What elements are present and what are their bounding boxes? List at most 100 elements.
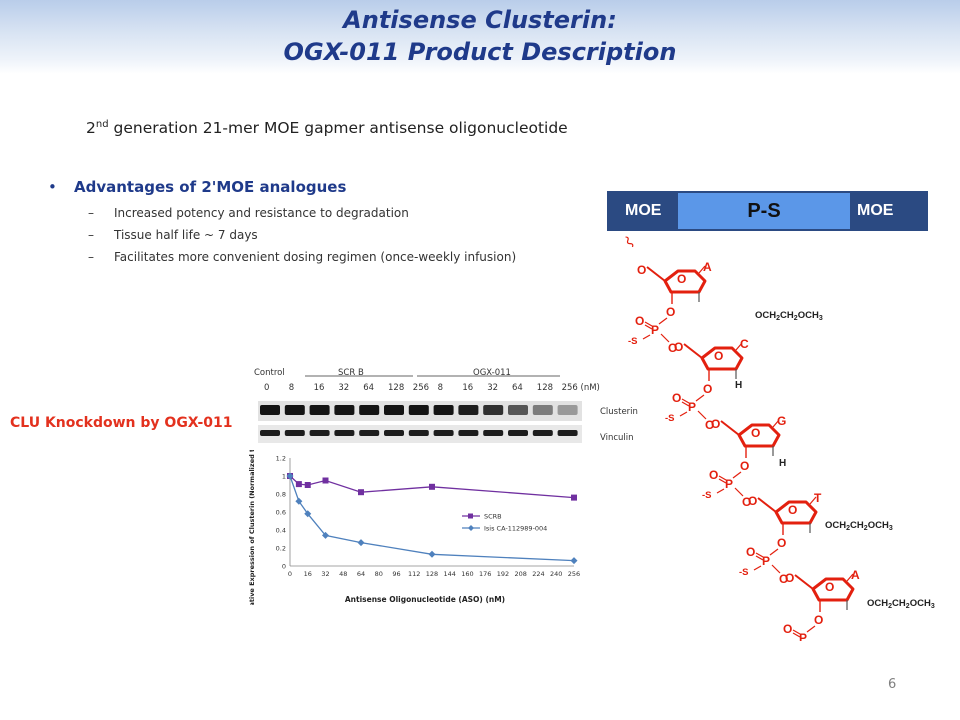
chart-x-tick-label: 224 xyxy=(532,570,544,578)
page-number: 6 xyxy=(888,677,897,692)
data-point xyxy=(286,472,294,480)
advantage-text: Increased potency and resistance to degr… xyxy=(114,206,409,220)
phosphorus-atom: P xyxy=(651,323,659,337)
chart-y-tick-label: 0.2 xyxy=(276,545,286,553)
clusterin-band xyxy=(260,405,280,415)
chart-x-tick-label: 240 xyxy=(550,570,562,578)
sugar-substituent: OCH2CH2OCH3 xyxy=(825,520,893,532)
data-point xyxy=(358,489,364,496)
blot-dose-label: 128 xyxy=(388,383,404,393)
nucleotide-unit: OOG xyxy=(711,414,786,458)
blot-dose-label: 256 xyxy=(413,383,429,393)
thiolate-group: -S xyxy=(665,413,675,424)
data-point xyxy=(295,481,302,488)
vinculin-band xyxy=(557,430,578,436)
clusterin-band xyxy=(334,405,355,415)
clusterin-band xyxy=(433,405,454,415)
advantage-text: Tissue half life ~ 7 days xyxy=(114,228,258,242)
subtitle-number: 2 xyxy=(86,119,96,138)
subtitle-superscript: nd xyxy=(95,119,109,130)
oxygen-atom: O xyxy=(783,622,792,636)
clusterin-band xyxy=(458,405,479,415)
chart-y-tick-label: 0.4 xyxy=(276,527,286,535)
ring-oxygen-atom: O xyxy=(788,503,797,517)
clusterin-band xyxy=(284,405,305,415)
sugar-ring xyxy=(737,423,781,448)
clusterin-band xyxy=(408,405,429,415)
page-title: Antisense Clusterin: OGX-011 Product Des… xyxy=(0,4,960,68)
legend-label: SCRB xyxy=(484,513,502,521)
advantage-text: Facilitates more convenient dosing regim… xyxy=(114,250,517,264)
dose-response-chart: 0 0.2 0.4 0.6 0.8 1 1.2 0 16 32 48 64 80 96 112 128 144 1… xyxy=(248,450,580,605)
sugar-ring xyxy=(700,346,744,371)
clusterin-band xyxy=(384,405,404,415)
chart-x-tick-label: 96 xyxy=(392,570,400,578)
vinculin-band xyxy=(284,430,305,436)
ring-oxygen-atom: O xyxy=(677,272,686,286)
vinculin-band xyxy=(532,430,553,436)
nucleobase-label: T xyxy=(814,491,822,505)
vinculin-band xyxy=(334,430,355,436)
sugar-ring xyxy=(811,577,855,602)
blot-dose-label: 32 xyxy=(487,383,498,393)
vinculin-band xyxy=(433,430,454,436)
header-band xyxy=(0,0,960,74)
thiolate-group: -S xyxy=(702,490,712,501)
product-subtitle: 2nd generation 21-mer MOE gapmer antisen… xyxy=(86,119,568,137)
chart-y-tick-label: 0.6 xyxy=(276,509,286,517)
blot-dose-label: 64 xyxy=(363,383,374,393)
nucleotide-unit: OOA xyxy=(625,236,712,304)
sugar-substituent: OCH2CH2OCH3 xyxy=(755,310,823,322)
chart-y-axis-label: Relative Expression of Clusterin (Normal… xyxy=(248,450,256,605)
data-point xyxy=(304,482,311,488)
data-point xyxy=(571,494,577,501)
chart-x-tick-label: 112 xyxy=(408,570,420,578)
gapmer-ps-region: P-S xyxy=(678,193,850,229)
oxygen-atom: O xyxy=(703,382,712,396)
clusterin-band xyxy=(557,405,578,415)
data-point xyxy=(322,477,329,484)
chart-x-tick-label: 144 xyxy=(444,570,456,578)
advantage-item: – Facilitates more convenient dosing regi… xyxy=(88,250,517,264)
chart-x-tick-label: 208 xyxy=(515,570,527,578)
chart-x-tick-label: 48 xyxy=(339,570,347,578)
nucleotide-unit: OOC xyxy=(674,337,749,381)
advantages-heading: Advantages of 2'MOE analogues xyxy=(74,178,347,196)
data-point xyxy=(295,497,303,505)
phosphorothioate-linkage: OPO-SO xyxy=(783,613,823,641)
ring-oxygen-atom: O xyxy=(825,580,834,594)
phosphorus-atom: P xyxy=(725,477,733,491)
oxygen-atom: O xyxy=(635,314,644,328)
vinculin-band xyxy=(260,430,280,436)
oxygen-atom: O xyxy=(740,459,749,473)
ring-oxygen-atom: O xyxy=(751,426,760,440)
vinculin-band xyxy=(309,430,330,436)
blot-dose-label: 64 xyxy=(512,383,523,393)
blot-ogx-label: OGX-011 xyxy=(473,368,511,378)
western-blot: Control SCR B OGX-011 0 8 16 32 64 128 256 8 16 3… xyxy=(254,368,638,443)
clusterin-band xyxy=(508,405,528,415)
chart-y-tick-label: 0 xyxy=(282,563,286,571)
oxygen-atom: O xyxy=(779,572,788,586)
blot-dose-label: 32 xyxy=(338,383,349,393)
sugar-ring xyxy=(663,269,707,294)
sugar-substituent: H xyxy=(779,458,786,469)
phosphorus-atom: P xyxy=(688,400,696,414)
gapmer-moe-left: MOE xyxy=(625,202,662,219)
nucleotide-unit: OOA xyxy=(785,568,860,612)
blot-dose-label: 256 (nM) xyxy=(562,383,600,393)
data-point xyxy=(357,539,365,547)
data-point xyxy=(429,483,435,490)
chart-x-tick-label: 16 xyxy=(304,570,312,578)
blot-dose-label: 8 xyxy=(289,383,294,393)
vinculin-band xyxy=(408,430,429,436)
chart-x-tick-label: 32 xyxy=(321,570,329,578)
data-point xyxy=(322,531,329,539)
blot-dose-label: 8 xyxy=(438,383,443,393)
phosphorus-atom: P xyxy=(799,631,807,641)
oxygen-atom: O xyxy=(666,305,675,319)
blot-dose-label: 16 xyxy=(462,383,473,393)
phosphorus-atom: P xyxy=(762,554,770,568)
